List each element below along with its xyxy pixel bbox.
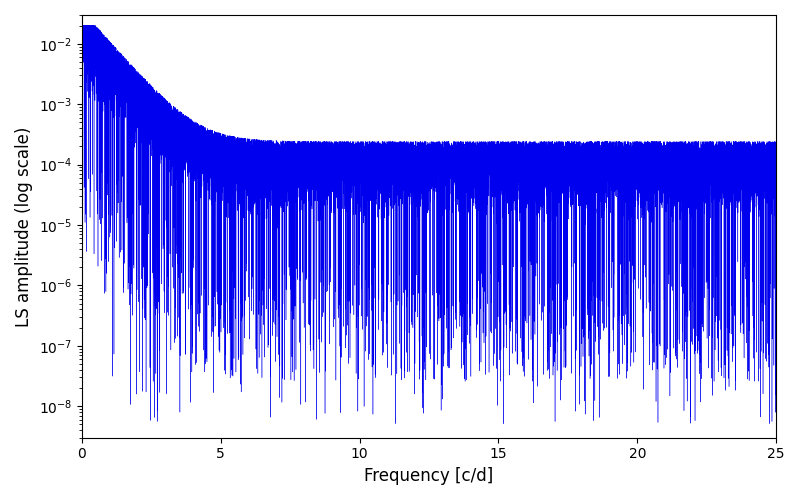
X-axis label: Frequency [c/d]: Frequency [c/d] <box>364 467 494 485</box>
Y-axis label: LS amplitude (log scale): LS amplitude (log scale) <box>15 126 33 326</box>
